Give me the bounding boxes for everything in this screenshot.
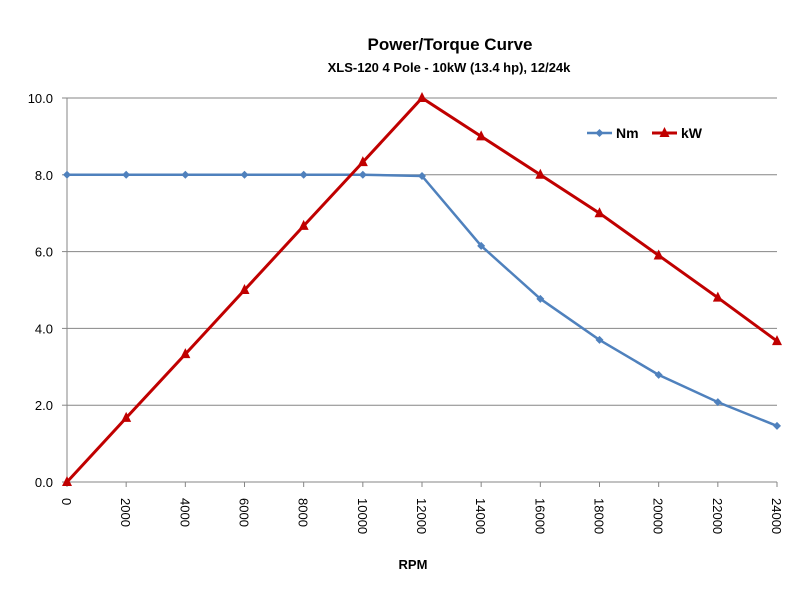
triangle-marker [535, 168, 546, 179]
legend-item-kw: kW [652, 125, 703, 141]
x-tick-label: 14000 [473, 498, 488, 534]
series-line [67, 173, 778, 428]
diamond-marker [595, 335, 604, 344]
x-tick-label: 24000 [769, 498, 784, 534]
diamond-marker [713, 398, 722, 407]
legend-item-nm: Nm [587, 125, 639, 141]
x-tick-label: 18000 [592, 498, 607, 534]
chart-subtitle: XLS-120 4 Pole - 10kW (13.4 hp), 12/24k [328, 60, 572, 75]
legend: Nm kW [587, 125, 703, 141]
triangle-marker [239, 284, 250, 294]
x-tick-label: 20000 [651, 498, 666, 534]
triangle-marker [62, 476, 72, 486]
chart-title: Power/Torque Curve [368, 35, 533, 54]
diamond-marker [63, 170, 71, 179]
triangle-marker [772, 335, 782, 346]
y-tick-label: 8.0 [35, 168, 53, 183]
triangle-marker [594, 207, 605, 218]
x-tick-label: 22000 [710, 498, 725, 534]
diamond-marker [477, 241, 486, 250]
x-tick-label: 6000 [237, 498, 252, 527]
triangle-marker [653, 249, 664, 260]
legend-label: kW [681, 125, 703, 141]
triangle-marker [121, 411, 132, 422]
triangle-marker [357, 156, 368, 167]
diamond-marker [240, 170, 249, 179]
diamond-marker [536, 294, 545, 303]
x-axis-label: RPM [399, 557, 428, 572]
series-nm [63, 170, 781, 430]
x-tick-label: 10000 [355, 498, 370, 534]
diamond-marker [418, 171, 426, 180]
diamond-marker [595, 129, 604, 137]
triangle-marker [476, 130, 487, 141]
diamond-marker [654, 370, 663, 379]
x-tick-label: 16000 [532, 498, 547, 534]
series-kw [62, 92, 782, 486]
legend-label: Nm [616, 125, 639, 141]
y-tick-label: 6.0 [35, 245, 53, 260]
x-tick-label: 12000 [414, 498, 429, 534]
triangle-marker [417, 92, 427, 102]
diamond-marker [181, 170, 190, 179]
x-tick-label: 0 [59, 498, 74, 505]
triangle-marker [298, 219, 309, 230]
triangle-marker [659, 127, 670, 137]
x-tick-label: 2000 [118, 498, 133, 527]
diamond-marker [299, 170, 308, 179]
diamond-marker [122, 170, 131, 179]
y-tick-label: 4.0 [35, 321, 53, 336]
x-tick-label: 8000 [296, 498, 311, 527]
y-tick-label: 2.0 [35, 398, 53, 413]
series-line [65, 96, 778, 484]
diamond-marker [358, 170, 367, 179]
triangle-marker [712, 291, 723, 302]
y-tick-label: 0.0 [35, 475, 53, 490]
triangle-marker [180, 348, 191, 359]
y-tick-label: 10.0 [28, 91, 53, 106]
diamond-marker [773, 421, 781, 430]
x-tick-label: 4000 [177, 498, 192, 527]
